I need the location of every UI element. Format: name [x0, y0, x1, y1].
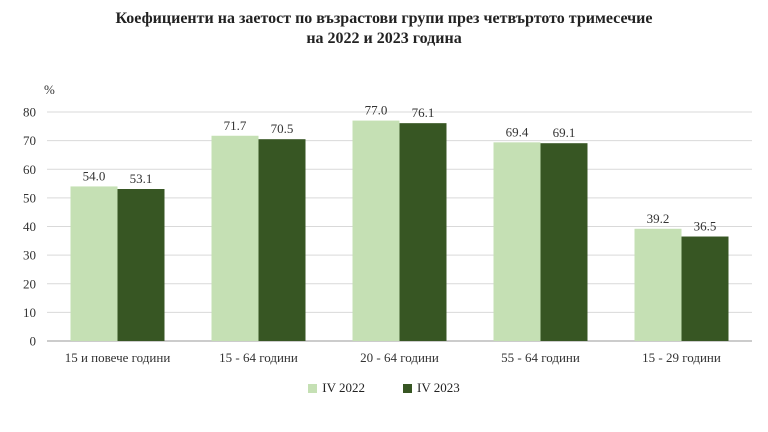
legend-item-iv-2022: IV 2022 [308, 380, 365, 396]
bar-iv-2023 [399, 123, 447, 341]
data-label: 70.5 [271, 121, 294, 136]
x-tick-label: 15 и повече години [65, 350, 171, 365]
y-tick-label: 0 [30, 334, 37, 349]
data-label: 76.1 [412, 105, 435, 120]
y-axis-ticks: 0 10 20 30 40 50 60 70 80 [23, 105, 36, 349]
y-tick-label: 70 [23, 133, 36, 148]
legend-label-iv-2022: IV 2022 [322, 380, 365, 395]
bar-iv-2022 [211, 135, 259, 341]
y-tick-label: 10 [23, 305, 36, 320]
x-tick-label: 15 - 29 години [642, 350, 721, 365]
x-axis-ticks: 15 и повече години 15 - 64 години 20 - 64 … [65, 350, 721, 365]
legend-item-iv-2023: IV 2023 [403, 380, 460, 396]
bar-iv-2022 [70, 186, 118, 341]
bars-group: 54.0 53.1 71.7 70.5 77.0 76.1 69.4 69.1 39.2 36.5 [70, 103, 729, 342]
data-label: 69.4 [506, 124, 529, 139]
data-label: 36.5 [694, 219, 717, 234]
x-tick-label: 15 - 64 години [219, 350, 298, 365]
y-axis-unit-label: % [44, 82, 55, 97]
data-label: 77.0 [365, 103, 388, 118]
data-label: 53.1 [130, 171, 153, 186]
y-tick-label: 80 [23, 105, 36, 120]
y-tick-label: 30 [23, 248, 36, 263]
bar-iv-2023 [540, 143, 588, 341]
data-label: 71.7 [224, 118, 247, 133]
bar-iv-2023 [681, 236, 729, 341]
data-label: 69.1 [553, 125, 576, 140]
bar-iv-2022 [493, 142, 541, 341]
chart-title: Коефициенти на заетост по възрастови гру… [0, 9, 768, 49]
legend-label-iv-2023: IV 2023 [417, 380, 460, 395]
x-tick-label: 20 - 64 години [360, 350, 439, 365]
x-tick-label: 55 - 64 години [501, 350, 580, 365]
legend-swatch-iv-2023 [403, 383, 412, 393]
bar-iv-2023 [258, 139, 306, 341]
chart-title-line2: на 2022 и 2023 година [306, 30, 462, 47]
y-tick-label: 20 [23, 276, 36, 291]
y-tick-label: 40 [23, 219, 36, 234]
bar-iv-2023 [117, 189, 165, 341]
bar-iv-2022 [352, 120, 400, 342]
data-label: 54.0 [83, 168, 106, 183]
data-label: 39.2 [647, 211, 670, 226]
legend: IV 2022 IV 2023 [0, 380, 768, 396]
legend-swatch-iv-2022 [308, 383, 318, 393]
y-tick-label: 50 [23, 190, 36, 205]
y-tick-label: 60 [23, 162, 36, 177]
chart-title-line1: Коефициенти на заетост по възрастови гру… [115, 10, 653, 27]
bar-iv-2022 [634, 228, 682, 341]
